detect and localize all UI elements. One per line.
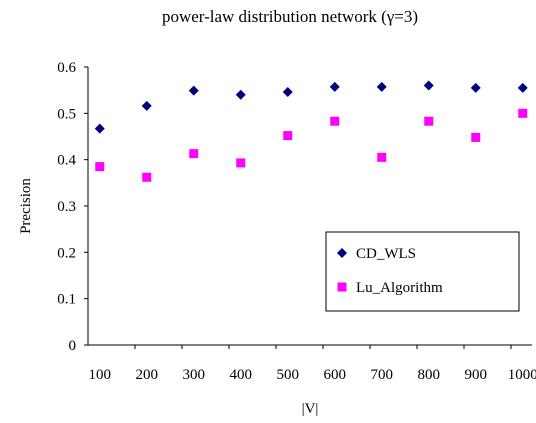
data-point-lu-algorithm bbox=[330, 116, 340, 126]
data-point-lu-algorithm bbox=[518, 108, 528, 118]
y-tick-label: 0.4 bbox=[57, 153, 76, 169]
legend-label-cd-wls: CD_WLS bbox=[356, 246, 416, 262]
legend-box bbox=[325, 231, 520, 312]
y-tick-label: 0.2 bbox=[57, 245, 76, 261]
data-point-lu-algorithm bbox=[95, 162, 105, 172]
y-tick-label: 0.1 bbox=[57, 292, 76, 308]
data-point-cd-wls bbox=[329, 81, 340, 92]
data-point-lu-algorithm bbox=[236, 158, 246, 168]
y-axis-label: Precision bbox=[18, 178, 34, 234]
data-point-cd-wls bbox=[376, 81, 387, 92]
y-tick-label: 0.5 bbox=[57, 106, 76, 122]
y-tick-label: 0.6 bbox=[57, 60, 76, 76]
data-point-cd-wls bbox=[94, 123, 105, 134]
data-point-lu-algorithm bbox=[424, 116, 434, 126]
x-tick-label: 1000 bbox=[508, 367, 536, 383]
data-point-lu-algorithm bbox=[471, 132, 481, 142]
data-point-lu-algorithm bbox=[283, 131, 293, 141]
x-axis-ticks: 100 200 300 400 500 600 700 800 900 1000 bbox=[89, 345, 536, 383]
x-tick-label: 100 bbox=[89, 367, 112, 383]
x-tick-label: 400 bbox=[230, 367, 253, 383]
x-tick-label: 600 bbox=[324, 367, 347, 383]
data-point-lu-algorithm bbox=[377, 152, 387, 162]
legend-marker-lu-algorithm bbox=[337, 282, 347, 292]
x-tick-label: 900 bbox=[465, 367, 488, 383]
x-axis-label: |V| bbox=[302, 401, 319, 417]
data-point-cd-wls bbox=[235, 89, 246, 100]
legend-label-lu-algorithm: Lu_Algorithm bbox=[356, 280, 443, 296]
y-tick-label: 0 bbox=[69, 338, 77, 354]
chart-title: power-law distribution network (γ=3) bbox=[162, 7, 418, 26]
data-point-cd-wls bbox=[470, 82, 481, 93]
data-point-cd-wls bbox=[141, 100, 152, 111]
x-tick-label: 200 bbox=[136, 367, 159, 383]
data-point-cd-wls bbox=[282, 87, 293, 98]
data-point-lu-algorithm bbox=[142, 172, 152, 182]
x-tick-label: 300 bbox=[183, 367, 206, 383]
x-tick-label: 500 bbox=[277, 367, 300, 383]
data-point-cd-wls bbox=[517, 82, 528, 93]
y-axis-ticks: 0 0.1 0.2 0.3 0.4 0.5 0.6 bbox=[57, 60, 88, 354]
x-tick-label: 800 bbox=[418, 367, 441, 383]
data-point-lu-algorithm bbox=[189, 149, 199, 159]
y-tick-label: 0.3 bbox=[57, 199, 76, 215]
x-tick-label: 700 bbox=[371, 367, 394, 383]
data-point-cd-wls bbox=[423, 80, 434, 91]
legend-marker-cd-wls bbox=[337, 248, 347, 258]
data-point-cd-wls bbox=[188, 85, 199, 96]
legend: CD_WLS Lu_Algorithm bbox=[325, 231, 520, 312]
data-points bbox=[94, 80, 528, 182]
